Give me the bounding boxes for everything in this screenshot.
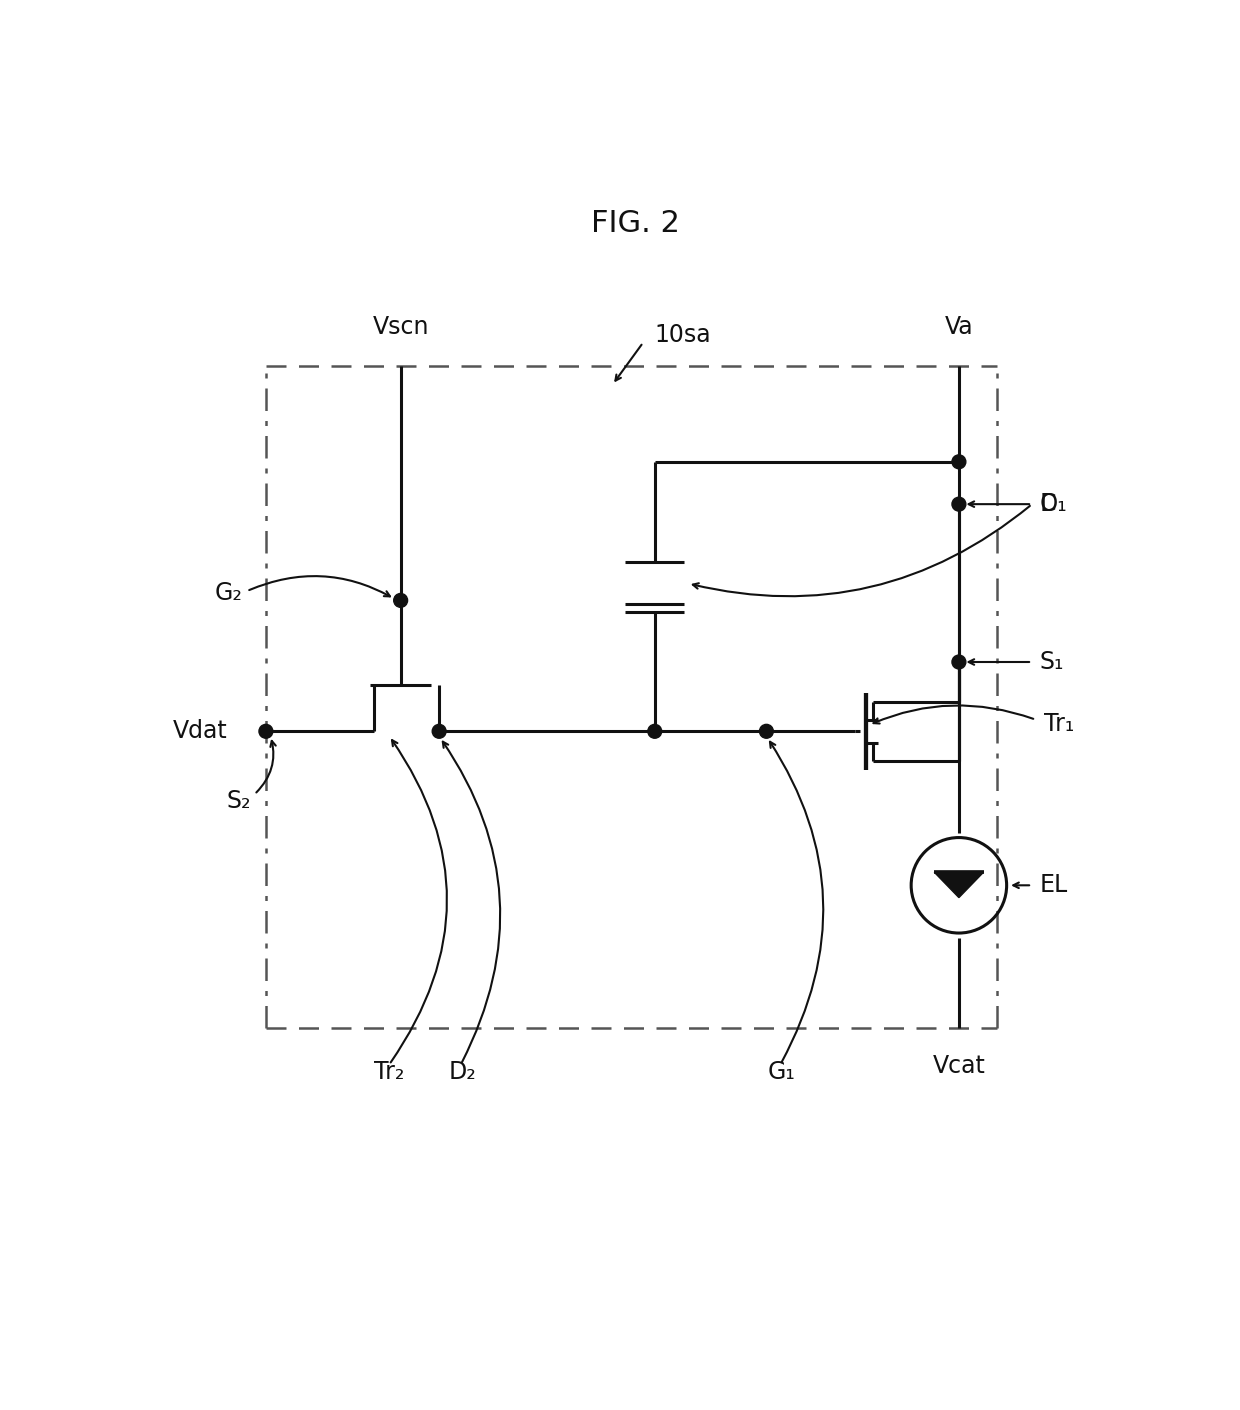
Text: Tr₂: Tr₂ xyxy=(374,1060,404,1084)
Circle shape xyxy=(759,725,774,739)
Text: D₁: D₁ xyxy=(1040,492,1068,516)
Circle shape xyxy=(433,725,446,739)
Polygon shape xyxy=(934,873,983,898)
Text: FIG. 2: FIG. 2 xyxy=(591,209,680,238)
Circle shape xyxy=(952,498,966,510)
Text: G₂: G₂ xyxy=(215,581,243,605)
Circle shape xyxy=(647,725,662,739)
Text: C: C xyxy=(1040,492,1056,516)
Text: EL: EL xyxy=(1040,873,1068,897)
Text: Va: Va xyxy=(945,314,973,338)
Text: Vscn: Vscn xyxy=(372,314,429,338)
Text: S₁: S₁ xyxy=(1040,650,1064,674)
Text: 10sa: 10sa xyxy=(655,323,712,347)
Circle shape xyxy=(394,594,408,608)
Circle shape xyxy=(259,725,273,739)
Text: Vcat: Vcat xyxy=(932,1055,986,1079)
Text: G₁: G₁ xyxy=(768,1060,796,1084)
Text: Vdat: Vdat xyxy=(172,719,227,743)
Circle shape xyxy=(952,455,966,468)
Text: S₂: S₂ xyxy=(226,788,250,812)
Text: D₂: D₂ xyxy=(449,1060,476,1084)
Text: Tr₁: Tr₁ xyxy=(1044,712,1074,736)
Circle shape xyxy=(952,656,966,668)
